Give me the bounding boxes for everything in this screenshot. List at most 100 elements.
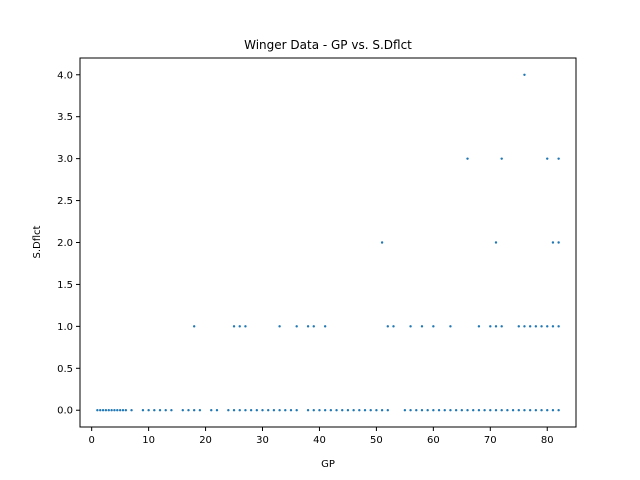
data-point — [511, 409, 515, 412]
data-point — [232, 325, 236, 328]
data-point — [420, 409, 424, 412]
data-point — [227, 409, 230, 412]
data-point — [113, 409, 116, 412]
data-point — [192, 325, 196, 328]
data-point — [500, 325, 503, 328]
data-point — [124, 409, 128, 412]
data-point — [494, 325, 498, 328]
data-point — [557, 409, 560, 412]
data-point — [557, 157, 560, 160]
data-point — [466, 157, 469, 160]
y-tick-label: 0.5 — [57, 364, 73, 375]
data-point — [284, 409, 287, 412]
data-point — [523, 73, 526, 76]
data-point — [369, 409, 372, 412]
data-point — [517, 409, 520, 412]
data-point — [454, 409, 458, 412]
data-point — [449, 325, 452, 328]
data-point — [198, 409, 202, 412]
data-point — [272, 409, 276, 412]
data-point — [375, 409, 378, 412]
data-point — [460, 409, 464, 412]
data-point — [244, 325, 247, 328]
x-axis-label: GP — [321, 459, 335, 470]
x-axis: 0 10 20 30 40 50 60 70 80 — [88, 427, 554, 446]
data-point — [295, 325, 298, 328]
data-point — [244, 409, 247, 412]
data-point — [352, 409, 355, 412]
x-tick-label: 60 — [427, 435, 440, 446]
data-point — [358, 409, 361, 412]
data-point — [110, 409, 113, 412]
data-point — [232, 409, 236, 412]
data-point — [528, 325, 532, 328]
data-point — [104, 409, 108, 412]
data-point — [107, 409, 110, 412]
data-point — [415, 409, 418, 412]
data-point — [141, 409, 145, 412]
data-point — [267, 409, 270, 412]
data-point — [116, 409, 119, 412]
data-point — [261, 409, 264, 412]
data-point — [489, 325, 492, 328]
data-point — [540, 325, 543, 328]
data-point — [312, 325, 315, 328]
data-point — [540, 409, 543, 412]
x-tick-label: 40 — [313, 435, 326, 446]
y-tick-label: 3.0 — [57, 154, 73, 165]
data-point — [432, 409, 435, 412]
plot-frame — [79, 57, 577, 428]
data-point — [551, 241, 555, 244]
data-point — [489, 409, 492, 412]
data-point — [363, 409, 367, 412]
data-point — [546, 325, 549, 328]
data-point — [121, 409, 125, 412]
data-point — [323, 409, 327, 412]
data-point — [443, 409, 446, 412]
x-tick-label: 0 — [88, 435, 94, 446]
data-point — [215, 409, 219, 412]
chart-title: Winger Data - GP vs. S.Dflct — [244, 38, 412, 52]
data-point — [523, 409, 526, 412]
data-point — [295, 409, 298, 412]
data-point — [306, 409, 310, 412]
data-point — [386, 409, 389, 412]
data-point — [409, 409, 412, 412]
data-point — [96, 409, 99, 412]
data-point — [546, 409, 549, 412]
data-point — [551, 325, 555, 328]
data-point — [380, 409, 384, 412]
data-point — [238, 325, 241, 328]
data-point — [164, 409, 167, 412]
data-point — [101, 409, 105, 412]
x-tick-label: 80 — [541, 435, 554, 446]
data-point — [181, 409, 184, 412]
data-point — [506, 409, 509, 412]
data-point — [500, 409, 503, 412]
y-tick-label: 0.0 — [57, 406, 73, 417]
x-tick-label: 20 — [199, 435, 212, 446]
data-point — [517, 325, 520, 328]
data-point — [278, 325, 281, 328]
data-point — [386, 325, 389, 328]
data-point — [437, 409, 441, 412]
data-point — [341, 409, 344, 412]
data-point — [329, 409, 333, 412]
data-point — [238, 409, 241, 412]
y-tick-label: 2.5 — [57, 196, 73, 207]
data-point — [449, 409, 452, 412]
data-point — [335, 409, 338, 412]
y-tick-label: 2.0 — [57, 238, 73, 249]
data-point — [494, 409, 498, 412]
y-tick-label: 4.0 — [57, 70, 73, 81]
x-tick-label: 70 — [484, 435, 497, 446]
data-point — [551, 409, 555, 412]
y-tick-label: 1.0 — [57, 322, 73, 333]
data-point — [147, 409, 150, 412]
data-point — [523, 325, 526, 328]
data-point — [494, 241, 498, 244]
data-point — [118, 409, 122, 412]
data-point — [312, 409, 315, 412]
data-point — [546, 157, 549, 160]
